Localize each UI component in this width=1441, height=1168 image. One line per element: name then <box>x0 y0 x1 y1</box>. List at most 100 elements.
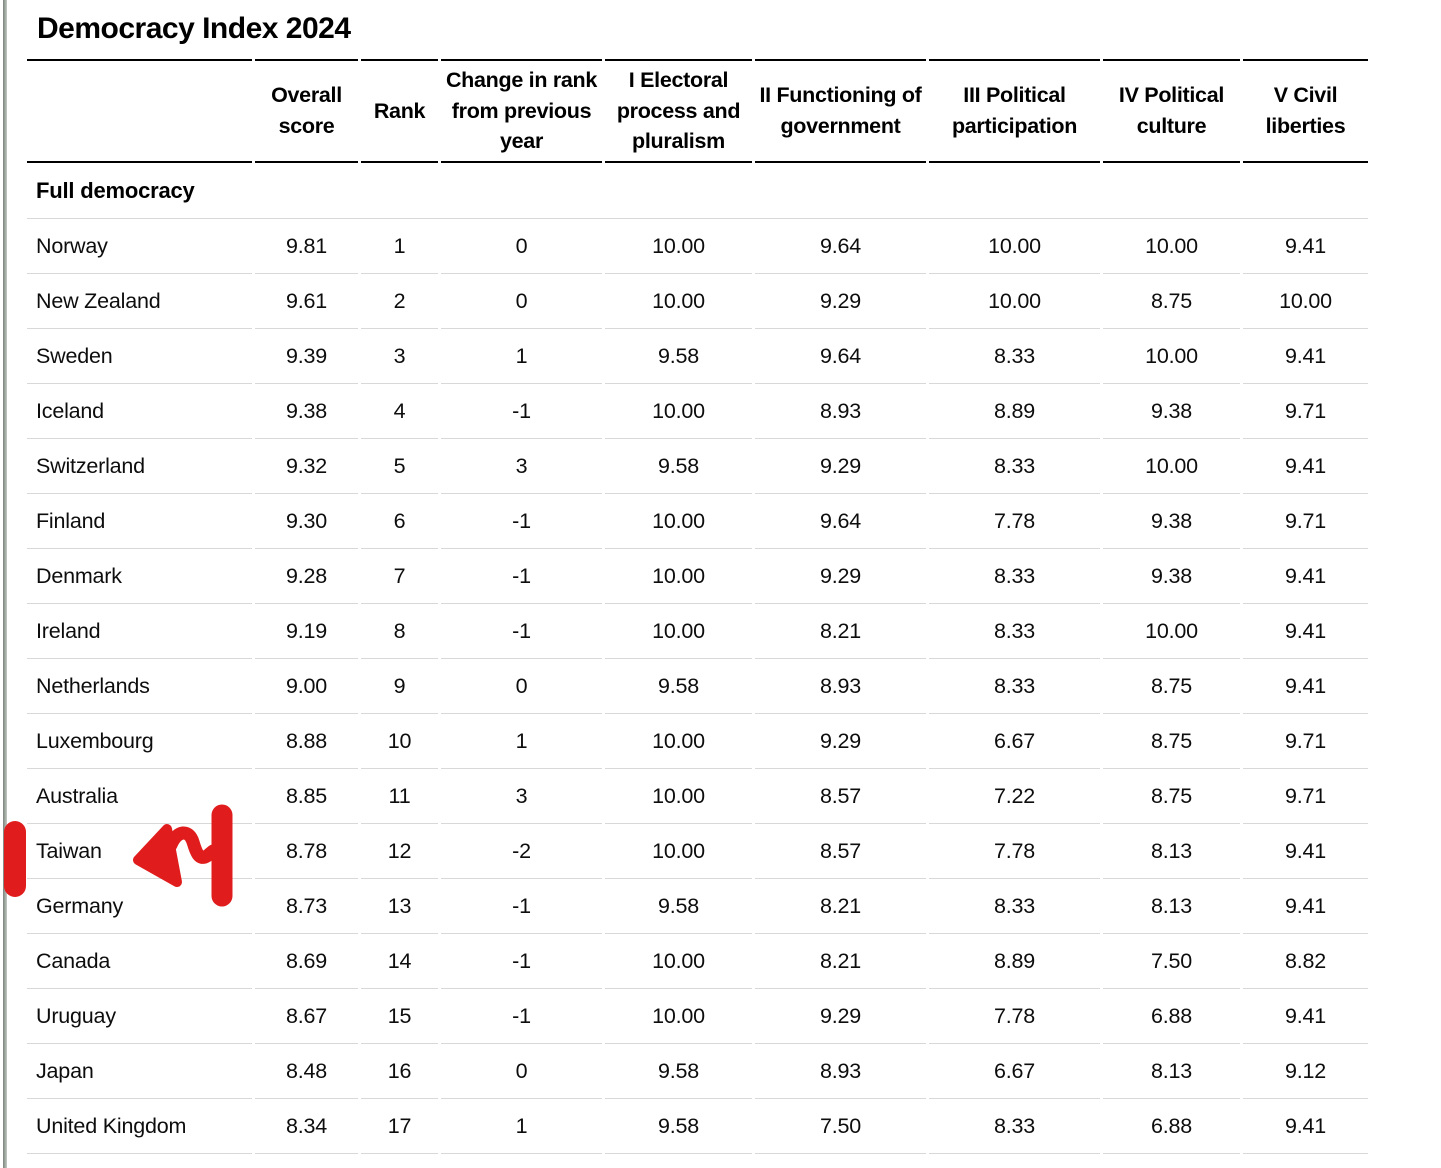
score-cell: 15 <box>361 989 438 1044</box>
score-cell: 9.30 <box>255 494 358 549</box>
score-cell: 9.41 <box>1243 604 1368 659</box>
score-cell: 6 <box>361 494 438 549</box>
score-cell: 8.21 <box>755 934 926 989</box>
score-cell: 13 <box>361 879 438 934</box>
column-header-civil-liberties: V Civil liberties <box>1243 59 1368 163</box>
score-cell: 0 <box>441 659 602 714</box>
score-cell: 7.78 <box>929 824 1100 879</box>
country-cell: Uruguay <box>27 989 252 1044</box>
table-row: Luxembourg 8.88 10 1 10.00 9.29 6.67 8.75 9.71 <box>27 714 1368 769</box>
score-cell: 3 <box>441 439 602 494</box>
score-cell: 9.71 <box>1243 769 1368 824</box>
score-cell: 16 <box>361 1044 438 1099</box>
score-cell: 10.00 <box>605 714 752 769</box>
score-cell: 8.75 <box>1103 659 1240 714</box>
score-cell: -1 <box>441 494 602 549</box>
score-cell: 9.41 <box>1243 879 1368 934</box>
column-header-rank: Rank <box>361 59 438 163</box>
score-cell: 8.21 <box>755 879 926 934</box>
table-row: Finland 9.30 6 -1 10.00 9.64 7.78 9.38 9.71 <box>27 494 1368 549</box>
country-cell: Luxembourg <box>27 714 252 769</box>
score-cell: 7.50 <box>755 1099 926 1154</box>
column-header-electoral-process: I Electoral process and pluralism <box>605 59 752 163</box>
score-cell: 10.00 <box>1103 329 1240 384</box>
country-cell: Switzerland <box>27 439 252 494</box>
score-cell: 10.00 <box>605 219 752 274</box>
score-cell: 10.00 <box>605 769 752 824</box>
score-cell: 1 <box>361 219 438 274</box>
score-cell: 8.33 <box>929 659 1100 714</box>
democracy-index-table: Overall score Rank Change in rank from p… <box>24 59 1371 1154</box>
score-cell: -2 <box>441 824 602 879</box>
score-cell: 9.64 <box>755 494 926 549</box>
score-cell: 17 <box>361 1099 438 1154</box>
country-cell: Sweden <box>27 329 252 384</box>
score-cell: 8.82 <box>1243 934 1368 989</box>
score-cell: 7.78 <box>929 989 1100 1044</box>
score-cell: 10.00 <box>1103 219 1240 274</box>
score-cell: 9.39 <box>255 329 358 384</box>
score-cell: 9.58 <box>605 329 752 384</box>
column-header-political-participation: III Political participation <box>929 59 1100 163</box>
score-cell: 8.88 <box>255 714 358 769</box>
score-cell: -1 <box>441 549 602 604</box>
table-row: Uruguay 8.67 15 -1 10.00 9.29 7.78 6.88 9.41 <box>27 989 1368 1044</box>
score-cell: -1 <box>441 934 602 989</box>
score-cell: 2 <box>361 274 438 329</box>
score-cell: 9.41 <box>1243 989 1368 1044</box>
score-cell: 6.67 <box>929 1044 1100 1099</box>
score-cell: 9.64 <box>755 219 926 274</box>
score-cell: 8.78 <box>255 824 358 879</box>
score-cell: 9.12 <box>1243 1044 1368 1099</box>
score-cell: 8.73 <box>255 879 358 934</box>
table-row: New Zealand 9.61 2 0 10.00 9.29 10.00 8.75 10.00 <box>27 274 1368 329</box>
score-cell: 9.32 <box>255 439 358 494</box>
section-label: Full democracy <box>27 163 1368 219</box>
score-cell: 6.67 <box>929 714 1100 769</box>
score-cell: 9.58 <box>605 879 752 934</box>
score-cell: 8.67 <box>255 989 358 1044</box>
score-cell: 9.41 <box>1243 549 1368 604</box>
score-cell: 10.00 <box>605 824 752 879</box>
score-cell: 9.81 <box>255 219 358 274</box>
score-cell: 1 <box>441 714 602 769</box>
score-cell: 9.38 <box>255 384 358 439</box>
score-cell: 7.50 <box>1103 934 1240 989</box>
score-cell: 1 <box>441 329 602 384</box>
score-cell: 9.29 <box>755 989 926 1044</box>
score-cell: 9.58 <box>605 1044 752 1099</box>
country-cell: Taiwan <box>27 824 252 879</box>
score-cell: 9.41 <box>1243 439 1368 494</box>
score-cell: 8.33 <box>929 329 1100 384</box>
score-cell: 8.89 <box>929 384 1100 439</box>
score-cell: 6.88 <box>1103 1099 1240 1154</box>
country-cell: Finland <box>27 494 252 549</box>
country-cell: United Kingdom <box>27 1099 252 1154</box>
score-cell: 5 <box>361 439 438 494</box>
score-cell: 9.71 <box>1243 714 1368 769</box>
country-cell: Canada <box>27 934 252 989</box>
score-cell: 8.75 <box>1103 714 1240 769</box>
table-header: Overall score Rank Change in rank from p… <box>27 59 1368 163</box>
score-cell: 7.78 <box>929 494 1100 549</box>
table-row: Iceland 9.38 4 -1 10.00 8.93 8.89 9.38 9.71 <box>27 384 1368 439</box>
score-cell: -1 <box>441 384 602 439</box>
country-cell: Iceland <box>27 384 252 439</box>
score-cell: 8 <box>361 604 438 659</box>
score-cell: 7 <box>361 549 438 604</box>
score-cell: 9.58 <box>605 659 752 714</box>
score-cell: 10.00 <box>1243 274 1368 329</box>
score-cell: 9.00 <box>255 659 358 714</box>
score-cell: 9.41 <box>1243 329 1368 384</box>
score-cell: 7.22 <box>929 769 1100 824</box>
score-cell: 9.58 <box>605 1099 752 1154</box>
table-row: Taiwan 8.78 12 -2 10.00 8.57 7.78 8.13 9.41 <box>27 824 1368 879</box>
score-cell: 9.29 <box>755 714 926 769</box>
score-cell: 9.29 <box>755 549 926 604</box>
score-cell: -1 <box>441 989 602 1044</box>
score-cell: 3 <box>441 769 602 824</box>
score-cell: 9.71 <box>1243 384 1368 439</box>
score-cell: 9.64 <box>755 329 926 384</box>
score-cell: 9.41 <box>1243 219 1368 274</box>
score-cell: 8.33 <box>929 879 1100 934</box>
